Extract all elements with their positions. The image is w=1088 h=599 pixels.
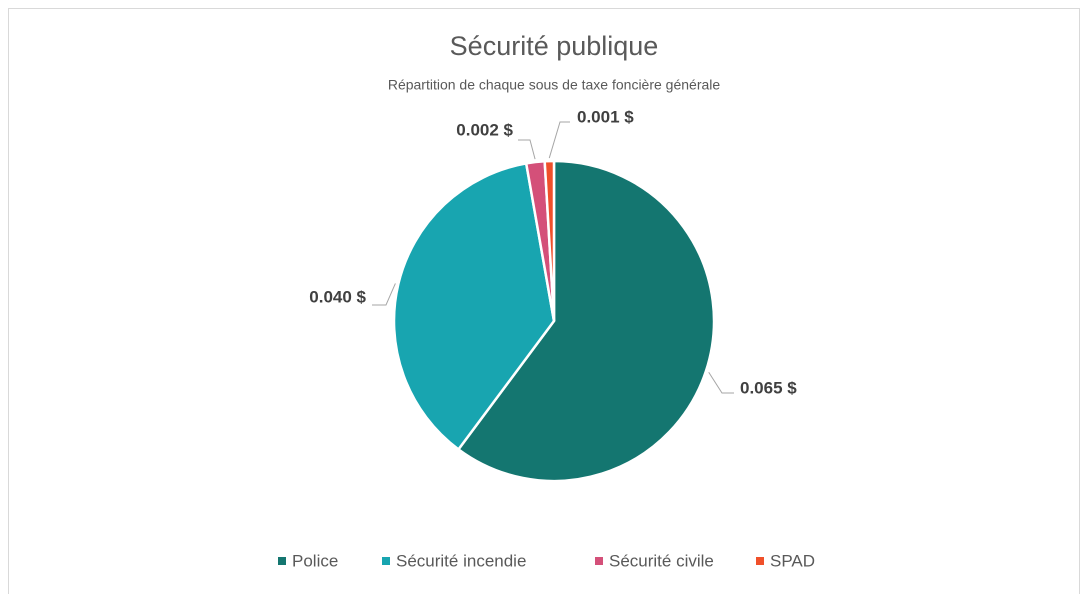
legend-swatch — [595, 557, 603, 565]
legend-swatch — [382, 557, 390, 565]
data-label: 0.001 $ — [577, 107, 634, 126]
pie-slice — [392, 161, 556, 452]
leader-line — [708, 372, 734, 394]
pie-slice — [543, 159, 556, 322]
chart-subtitle: Répartition de chaque sous de taxe fonci… — [388, 77, 721, 93]
data-label: 0.002 $ — [456, 120, 513, 139]
data-label: 0.040 $ — [309, 287, 366, 306]
chart-title: Sécurité publique — [450, 31, 659, 61]
legend-label: Sécurité civile — [609, 551, 714, 570]
legend-swatch — [278, 557, 286, 565]
legend-swatch — [756, 557, 764, 565]
legend-label: Police — [292, 551, 338, 570]
leader-line — [372, 283, 396, 306]
pie-slice — [456, 159, 716, 483]
legend-label: Sécurité incendie — [396, 551, 526, 570]
legend-label: SPAD — [770, 551, 815, 570]
leader-line — [548, 121, 570, 159]
leader-line — [518, 139, 536, 160]
data-label: 0.065 $ — [740, 378, 797, 397]
